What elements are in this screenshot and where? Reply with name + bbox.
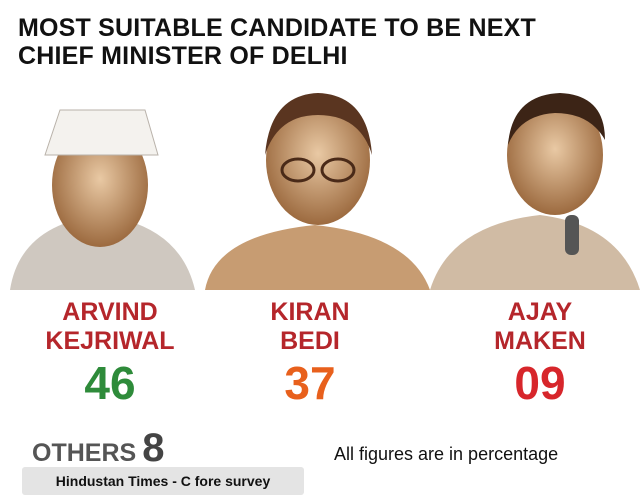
- name-line: KIRAN: [270, 298, 350, 326]
- title: MOST SUITABLE CANDIDATE TO BE NEXT CHIEF…: [18, 14, 536, 70]
- candidate-name: KIRAN BEDI: [210, 298, 410, 356]
- title-line: MOST SUITABLE CANDIDATE TO BE NEXT: [18, 14, 536, 42]
- candidate-value: 37: [284, 357, 336, 409]
- candidate-value: 09: [514, 357, 566, 409]
- name-line: MAKEN: [494, 327, 586, 355]
- others: OTHERS 8: [32, 426, 164, 471]
- others-value: 8: [142, 426, 165, 470]
- candidate-name: ARVIND KEJRIWAL: [10, 298, 210, 356]
- source: Hindustan Times - C fore survey: [22, 467, 304, 495]
- portrait-kejriwal: [10, 109, 195, 290]
- portraits: [10, 93, 640, 290]
- candidate-name: AJAY MAKEN: [440, 298, 640, 356]
- portrait-bedi: [205, 93, 430, 290]
- name-line: ARVIND: [62, 298, 158, 326]
- name-line: BEDI: [280, 327, 340, 355]
- others-label: OTHERS: [32, 439, 137, 467]
- title-line: CHIEF MINISTER OF DELHI: [18, 42, 348, 70]
- note: All figures are in percentage: [334, 444, 559, 464]
- name-line: KEJRIWAL: [45, 327, 175, 355]
- name-line: AJAY: [507, 298, 573, 326]
- portrait-maken: [430, 93, 640, 290]
- candidate-value: 46: [84, 357, 136, 409]
